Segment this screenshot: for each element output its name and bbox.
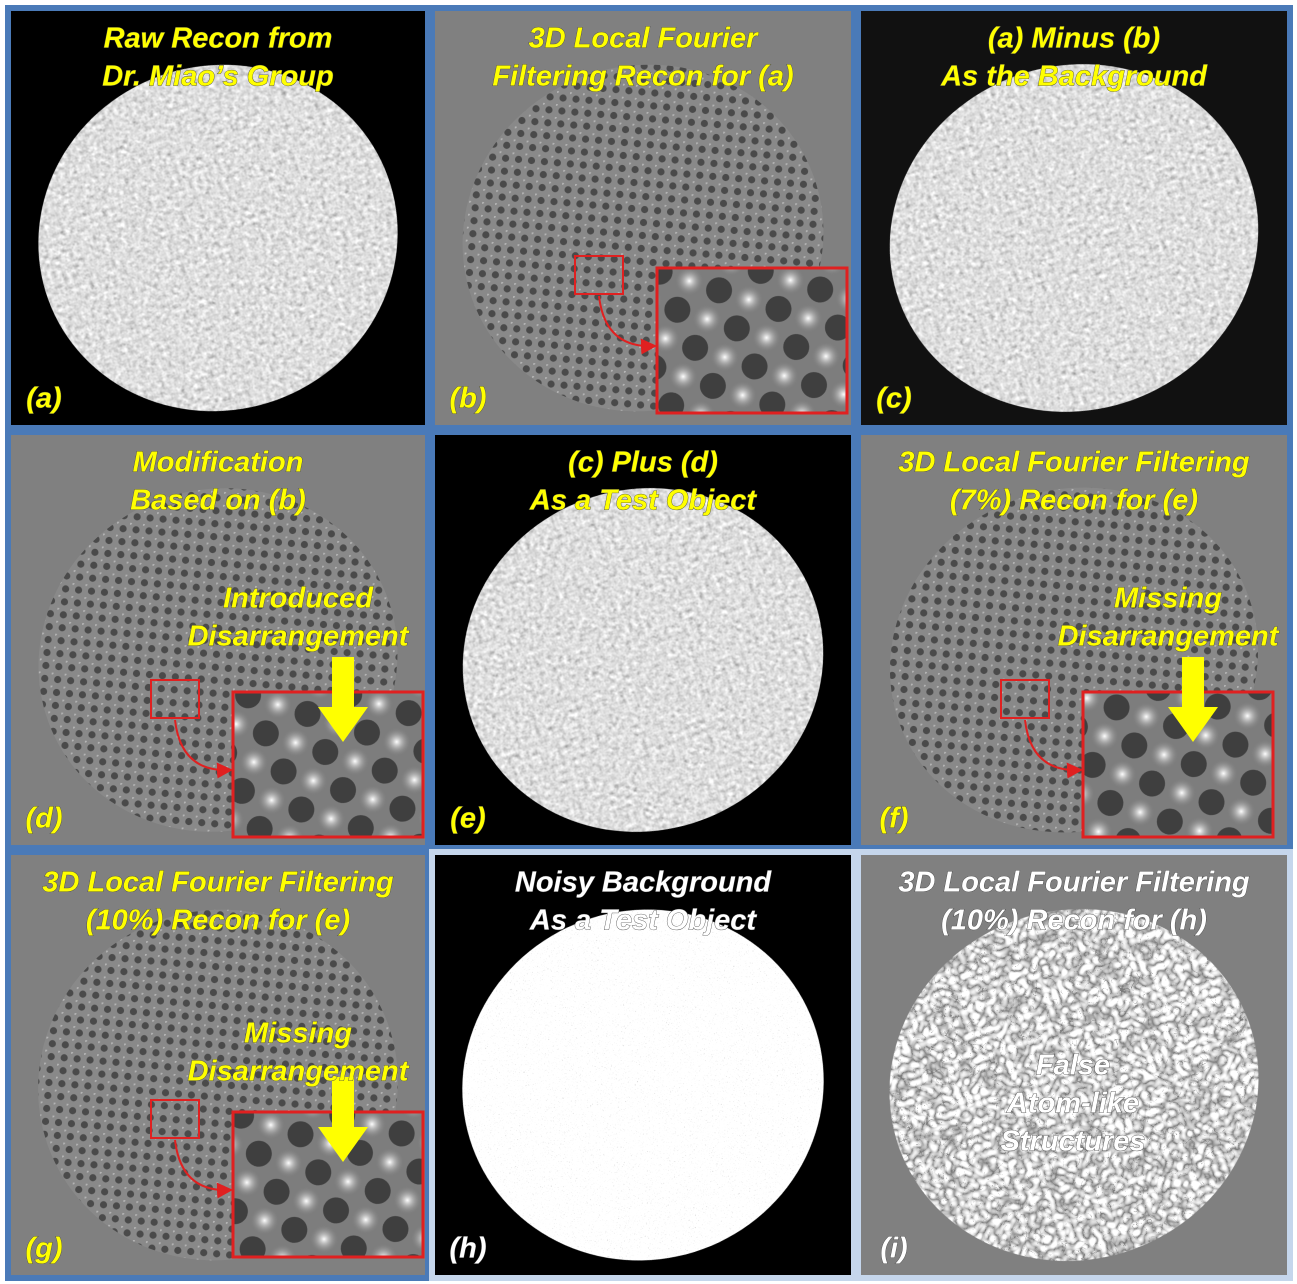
annotation: Missing — [244, 1018, 352, 1050]
object-image — [889, 64, 1259, 412]
panel-title: Raw Recon from — [104, 23, 333, 55]
panel: Modification Based on (b) (d) Introduced Dis… — [5, 429, 431, 851]
panel-title: (c) Plus (d) — [568, 447, 718, 479]
object-image — [38, 64, 398, 412]
inset-marker — [1000, 679, 1050, 719]
panel-title: (10%) Recon for (e) — [86, 905, 350, 937]
panel-label: (h) — [449, 1233, 486, 1265]
panel-title: As a Test Object — [529, 485, 758, 517]
panel-title: 3D Local Fourier Filtering — [898, 867, 1250, 899]
panel: 3D Local Fourier Filtering Recon for (a) (… — [429, 5, 857, 431]
panel: 3D Local Fourier Filtering (10%) Recon fo… — [5, 849, 431, 1281]
inset-marker — [574, 255, 624, 295]
inset-arrow — [1024, 719, 1083, 779]
annotation: Introduced — [223, 583, 374, 615]
inset-marker — [150, 1099, 200, 1139]
annotation: Missing — [1114, 583, 1222, 615]
panel: 3D Local Fourier Filtering (10%) Recon fo… — [855, 849, 1293, 1281]
annotation: Disarrangement — [188, 621, 410, 653]
panel-label: (c) — [876, 383, 911, 415]
panel-title: Noisy Background — [515, 867, 772, 899]
panel-title: (a) Minus (b) — [988, 23, 1160, 55]
annotation: Structures — [1000, 1126, 1145, 1158]
panel: Noisy Background As a Test Object (h) — [429, 849, 857, 1281]
panel-label: (e) — [450, 803, 485, 835]
annotation: Atom-like — [1006, 1088, 1139, 1120]
yellow-arrow — [1168, 657, 1218, 742]
object-image — [889, 909, 1259, 1261]
panel-title: 3D Local Fourier Filtering — [898, 447, 1250, 479]
panel-label: (a) — [26, 383, 61, 415]
panel-title: Filtering Recon for (a) — [492, 61, 793, 93]
annotation: False — [1036, 1050, 1110, 1082]
object-image — [462, 488, 824, 832]
panel: (c) Plus (d) As a Test Object (e) — [429, 429, 857, 851]
inset-zoom — [231, 1110, 425, 1259]
inset-marker — [150, 679, 200, 719]
panel-title: Dr. Miao’s Group — [102, 61, 334, 93]
panel-title: As a Test Object — [529, 905, 758, 937]
panel-title: (10%) Recon for (h) — [941, 905, 1207, 937]
panel: (a) Minus (b) As the Background (c) — [855, 5, 1293, 431]
panel-title: As the Background — [940, 61, 1208, 93]
panel-title: Modification — [133, 447, 304, 479]
panel-label: (i) — [880, 1233, 907, 1265]
inset-arrow — [174, 1139, 233, 1199]
yellow-arrow — [318, 657, 368, 742]
panel-label: (f) — [880, 803, 909, 835]
inset-arrow — [174, 719, 233, 779]
object-image — [462, 909, 824, 1261]
inset-zoom — [655, 266, 849, 415]
inset-arrow — [598, 295, 657, 355]
panel: 3D Local Fourier Filtering (7%) Recon for… — [855, 429, 1293, 851]
panel: Raw Recon from Dr. Miao’s Group (a) — [5, 5, 431, 431]
yellow-arrow — [318, 1077, 368, 1162]
annotation: Disarrangement — [188, 1056, 410, 1088]
annotation: Disarrangement — [1058, 621, 1280, 653]
panel-label: (b) — [449, 383, 486, 415]
panel-title: (7%) Recon for (e) — [950, 485, 1198, 517]
panel-label: (d) — [25, 803, 62, 835]
panel-title: 3D Local Fourier — [529, 23, 760, 55]
panel-label: (g) — [25, 1233, 62, 1265]
panel-title: 3D Local Fourier Filtering — [42, 867, 394, 899]
panel-title: Based on (b) — [130, 485, 306, 517]
